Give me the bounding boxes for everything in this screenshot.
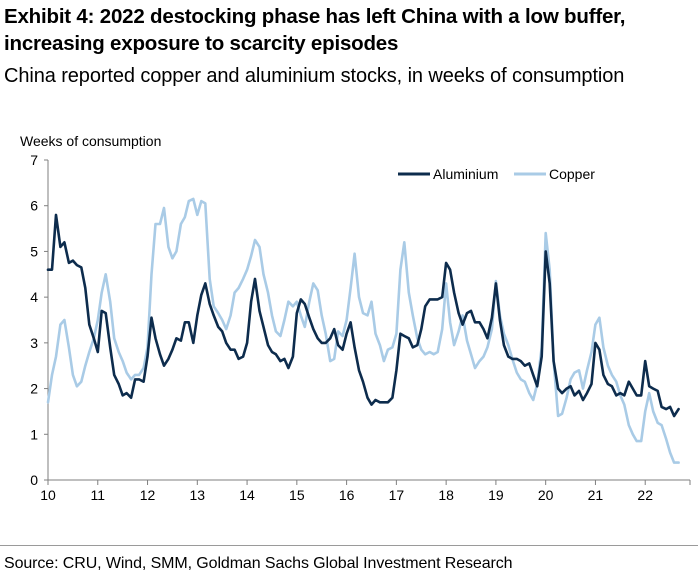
x-tick-label: 15 bbox=[289, 487, 305, 503]
x-tick-label: 11 bbox=[90, 487, 105, 503]
x-tick-label: 10 bbox=[40, 487, 56, 503]
x-axis: 10 11 12 13 14 15 16 17 18 19 20 21 22 bbox=[40, 480, 691, 503]
y-tick-label: 4 bbox=[30, 289, 38, 305]
y-tick-label: 5 bbox=[30, 243, 38, 259]
y-tick-label: 2 bbox=[30, 381, 38, 397]
chart-title: Exhibit 4: 2022 destocking phase has lef… bbox=[4, 5, 626, 55]
legend: Aluminium Copper bbox=[398, 166, 595, 182]
series-line-aluminium bbox=[46, 213, 680, 418]
y-axis-title: Weeks of consumption bbox=[20, 133, 161, 149]
x-tick-label: 14 bbox=[239, 487, 255, 503]
x-tick-label: 21 bbox=[588, 487, 604, 503]
x-tick-label: 13 bbox=[190, 487, 206, 503]
x-tick-label: 16 bbox=[339, 487, 355, 503]
x-tick-label: 22 bbox=[637, 487, 653, 503]
footer-divider bbox=[0, 545, 698, 546]
x-tick-label: 19 bbox=[488, 487, 504, 503]
source-note: Source: CRU, Wind, SMM, Goldman Sachs Gl… bbox=[4, 555, 513, 572]
x-tick-label: 18 bbox=[438, 487, 454, 503]
y-tick-label: 7 bbox=[30, 152, 38, 168]
y-tick-label: 6 bbox=[30, 198, 38, 214]
series-layer bbox=[46, 197, 680, 464]
y-axis: 0 1 2 3 4 5 6 7 bbox=[30, 152, 48, 488]
series-line-copper bbox=[46, 197, 680, 464]
legend-label-copper: Copper bbox=[549, 166, 595, 182]
x-tick-label: 17 bbox=[389, 487, 405, 503]
legend-label-aluminium: Aluminium bbox=[433, 166, 498, 182]
x-tick-label: 12 bbox=[140, 487, 156, 503]
y-tick-label: 3 bbox=[30, 335, 38, 351]
x-tick-label: 20 bbox=[538, 487, 554, 503]
chart-subtitle: China reported copper and aluminium stoc… bbox=[4, 65, 625, 87]
y-tick-label: 0 bbox=[30, 472, 38, 488]
y-tick-label: 1 bbox=[30, 426, 38, 442]
